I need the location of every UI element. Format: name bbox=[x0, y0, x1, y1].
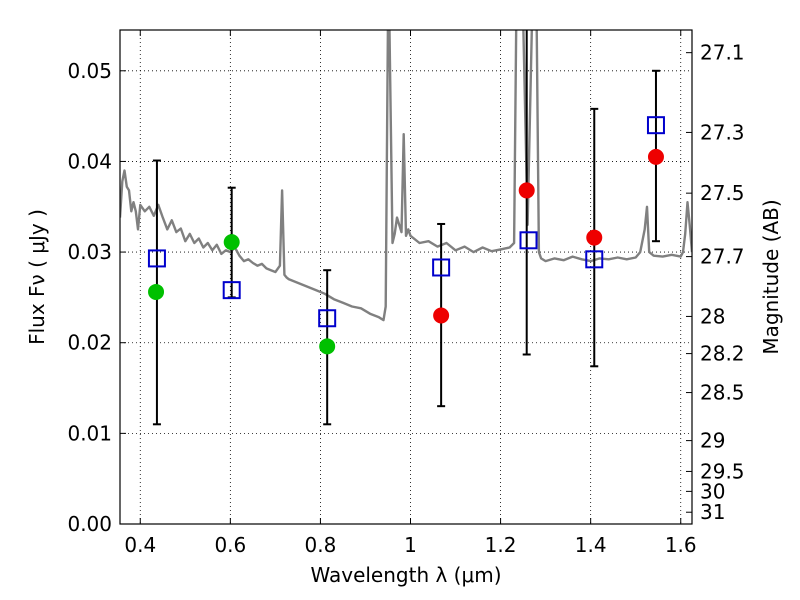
model-square-marker bbox=[646, 116, 665, 135]
model-square-marker bbox=[585, 250, 604, 269]
y-axis-label: Flux Fν ( μJy ) bbox=[25, 209, 49, 345]
right-tick-label: 30 bbox=[700, 479, 725, 503]
x-axis-label: Wavelength λ (μm) bbox=[310, 563, 501, 587]
red-data-point bbox=[433, 307, 450, 324]
y-tick-label: 0.04 bbox=[67, 149, 112, 173]
plot-frame bbox=[119, 29, 693, 525]
right-tick-label: 27.7 bbox=[700, 245, 745, 269]
red-data-point bbox=[647, 148, 664, 165]
right-tick-label: 27.3 bbox=[700, 120, 745, 144]
right-tick-label: 28 bbox=[700, 304, 725, 328]
right-tick-label: 31 bbox=[700, 500, 725, 524]
right-tick-label: 29 bbox=[700, 429, 725, 453]
model-square-marker bbox=[222, 281, 241, 300]
y-tick-label: 0.01 bbox=[67, 421, 112, 445]
model-square-marker bbox=[519, 231, 538, 250]
y-tick-label: 0.02 bbox=[67, 331, 112, 355]
x-tick-label: 0.4 bbox=[124, 533, 156, 557]
spectrum-line bbox=[120, 30, 692, 322]
tick-labels: 0.4 0.6 0.8 1 1.2 1.4 1.6 0.00 0.01 0.02 0.03 0.04 0… bbox=[67, 41, 744, 557]
red-data-point bbox=[518, 182, 535, 199]
model-square-marker bbox=[318, 309, 337, 328]
right-tick-label: 27.1 bbox=[700, 41, 745, 65]
grid bbox=[120, 30, 692, 525]
x-tick-label: 1.4 bbox=[575, 533, 607, 557]
model-square-marker bbox=[147, 249, 166, 268]
x-tick-label: 1 bbox=[404, 533, 417, 557]
axes-ticks bbox=[120, 30, 692, 525]
right-tick-label: 28.5 bbox=[700, 381, 745, 405]
x-tick-label: 1.2 bbox=[485, 533, 517, 557]
y-tick-label: 0.00 bbox=[67, 512, 112, 536]
right-axis-label: Magnitude (AB) bbox=[759, 199, 783, 354]
x-tick-label: 1.6 bbox=[665, 533, 697, 557]
y-tick-label: 0.03 bbox=[67, 240, 112, 264]
right-tick-label: 28.2 bbox=[700, 342, 745, 366]
model-square-marker bbox=[432, 258, 451, 277]
green-data-point bbox=[223, 234, 240, 251]
red-data-point bbox=[586, 229, 603, 246]
green-data-point bbox=[148, 283, 165, 300]
right-tick-label: 29.5 bbox=[700, 459, 745, 483]
x-tick-label: 0.8 bbox=[305, 533, 337, 557]
y-tick-label: 0.05 bbox=[67, 59, 112, 83]
x-tick-label: 0.6 bbox=[214, 533, 246, 557]
plot-area bbox=[120, 30, 692, 426]
right-tick-label: 27.5 bbox=[700, 181, 745, 205]
green-data-point bbox=[319, 338, 336, 355]
